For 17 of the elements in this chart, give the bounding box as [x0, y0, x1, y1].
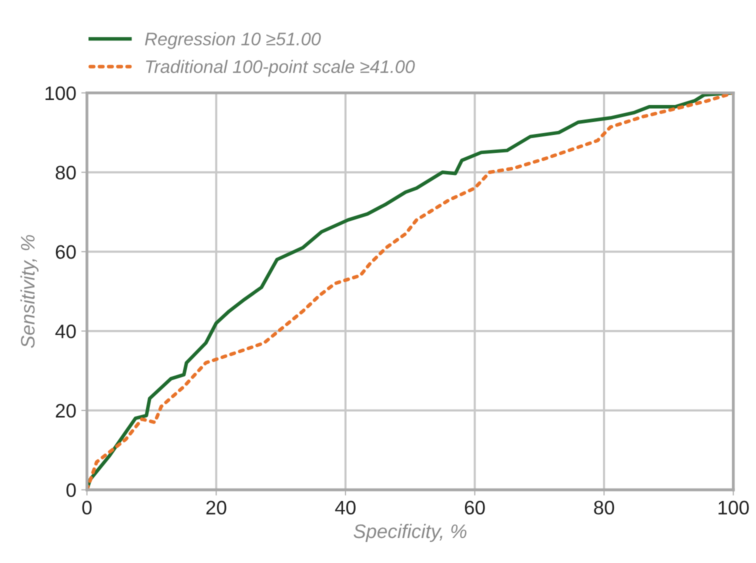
legend-label: Regression 10 ≥51.00: [144, 32, 321, 49]
x-tick-label: 40: [335, 500, 356, 515]
x-tick-label: 0: [82, 500, 92, 515]
x-tick-label: 80: [594, 500, 614, 515]
y-tick-label: 40: [55, 324, 76, 338]
x-tick-label: 60: [464, 500, 485, 515]
legend-label: Traditional 100-point scale ≥41.00: [146, 60, 415, 77]
line-series: [86, 92, 734, 490]
y-tick-label: 60: [56, 245, 76, 259]
x-axis-title: Specificity, %: [354, 524, 466, 542]
y-tick-label: 0: [66, 483, 76, 498]
y-tick-label: 100: [46, 86, 76, 100]
y-tick-label: 20: [56, 404, 76, 418]
x-tick-label: 20: [206, 500, 226, 515]
y-tick-label: 80: [56, 166, 76, 180]
x-tick-label: 100: [718, 500, 749, 515]
y-axis-title: Sensitivity, %: [20, 235, 39, 348]
